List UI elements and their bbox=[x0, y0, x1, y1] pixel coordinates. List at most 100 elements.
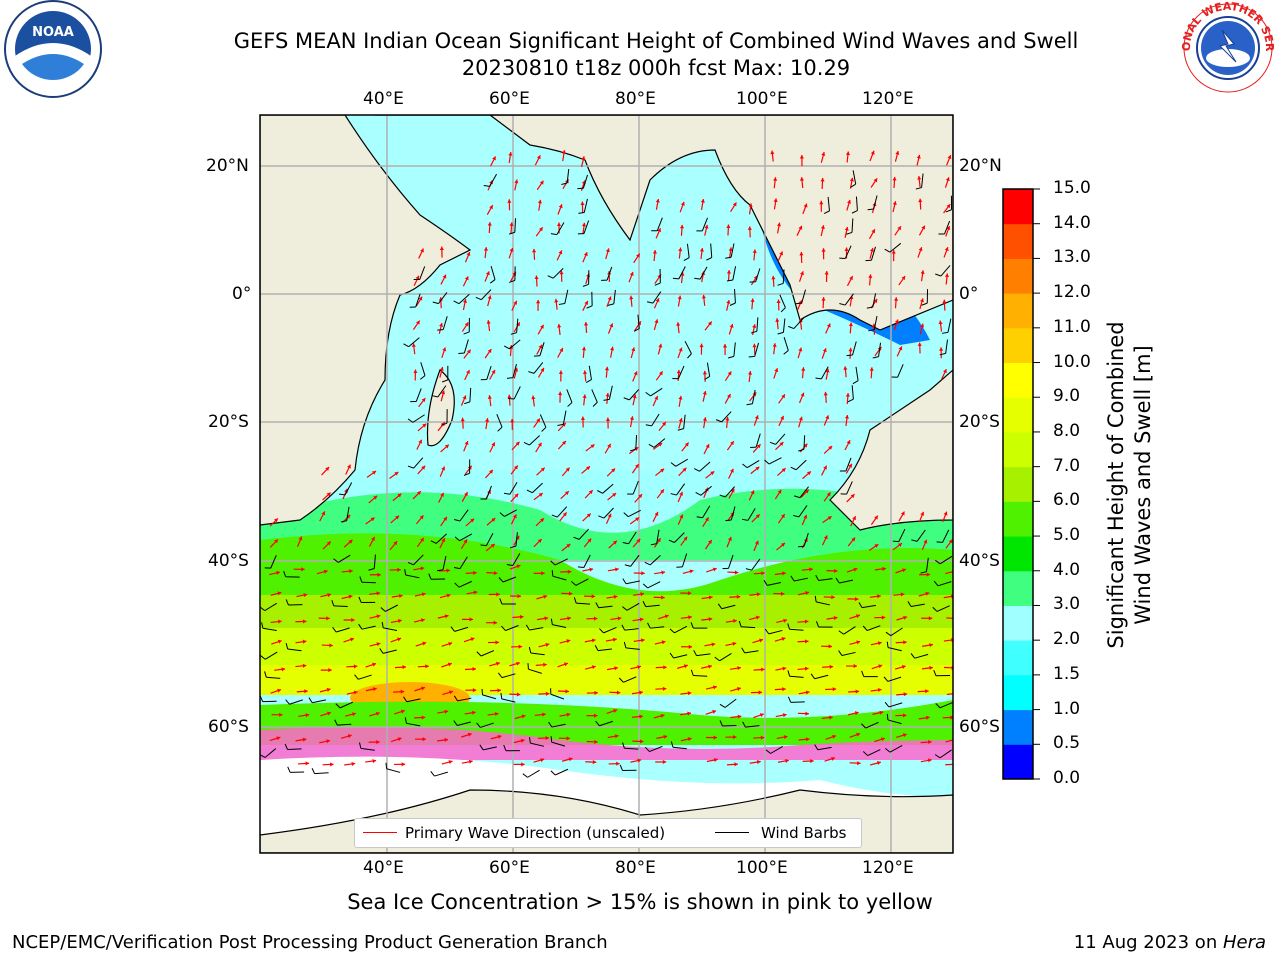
wind-barb-flag bbox=[481, 688, 484, 695]
wave-arrow-head bbox=[799, 251, 804, 256]
wave-arrow-head bbox=[871, 229, 875, 234]
wave-arrow-head bbox=[635, 517, 640, 522]
wave-arrow-head bbox=[687, 737, 692, 742]
wind-barb-flag bbox=[677, 428, 684, 431]
wind-barb bbox=[482, 694, 497, 700]
wave-arrow-head bbox=[394, 471, 399, 476]
wave-arrow-head bbox=[655, 198, 660, 203]
wind-barb-flag bbox=[463, 331, 470, 335]
wave-arrow-head bbox=[402, 665, 406, 670]
wind-barb bbox=[575, 578, 589, 586]
wind-barb bbox=[730, 243, 735, 258]
wave-arrow-head bbox=[853, 663, 858, 669]
noaa-logo: NOAA bbox=[4, 0, 102, 98]
wave-arrow-head bbox=[348, 539, 353, 544]
wave-arrow-head bbox=[351, 761, 356, 766]
wave-arrow-head bbox=[843, 366, 848, 370]
wind-barb-flag bbox=[453, 300, 460, 305]
wave-arrow-head bbox=[926, 572, 931, 577]
wave-arrow-head bbox=[635, 464, 639, 469]
wind-barb bbox=[940, 265, 951, 277]
wave-arrow-head bbox=[277, 639, 282, 644]
wind-barb-flag bbox=[622, 542, 629, 545]
wave-arrow-head bbox=[447, 662, 452, 667]
wave-arrow-head bbox=[581, 156, 586, 161]
wave-arrow-head bbox=[678, 417, 683, 422]
wind-barb-flag bbox=[861, 723, 866, 729]
wave-arrow-head bbox=[652, 250, 657, 254]
wind-barb-flag bbox=[742, 463, 748, 469]
wind-barb bbox=[458, 293, 470, 305]
wave-arrow-head bbox=[584, 300, 589, 305]
wave-arrow-head bbox=[587, 538, 592, 543]
wave-arrow-head bbox=[631, 347, 636, 352]
wind-barb bbox=[509, 481, 518, 495]
wind-barb-flag bbox=[510, 332, 517, 335]
wind-barb-flag bbox=[715, 419, 722, 423]
wind-barb-flag bbox=[453, 720, 458, 726]
wind-barb-flag bbox=[582, 283, 589, 287]
wind-barb bbox=[437, 385, 447, 398]
colorbar-tick-label: 5.0 bbox=[1053, 525, 1081, 546]
wave-arrow-head bbox=[849, 276, 853, 281]
wind-barb-flag bbox=[939, 352, 946, 356]
colorbar-tick-label: 3.0 bbox=[1053, 594, 1081, 615]
wind-barb bbox=[878, 342, 882, 357]
wave-arrow-head bbox=[902, 733, 907, 738]
wave-arrow-head bbox=[611, 468, 616, 473]
wave-arrow-head bbox=[607, 513, 612, 518]
wind-barb-flag bbox=[883, 676, 889, 682]
wave-arrow-head bbox=[727, 393, 731, 398]
colorbar-segment bbox=[1003, 293, 1033, 329]
wind-barb-flag bbox=[503, 345, 510, 350]
wave-arrow-head bbox=[734, 570, 739, 575]
wave-arrow-head bbox=[443, 516, 447, 521]
wind-barb-flag bbox=[690, 622, 694, 629]
wind-barb-flag bbox=[623, 397, 630, 401]
wind-barb-flag bbox=[742, 721, 746, 728]
wind-barb bbox=[412, 414, 425, 423]
wind-barb bbox=[566, 389, 573, 403]
wave-arrow-head bbox=[920, 511, 925, 516]
wind-barb-flag bbox=[541, 426, 547, 432]
wave-arrow-head bbox=[822, 348, 827, 353]
wave-arrow-head bbox=[898, 346, 903, 351]
wave-arrow-head bbox=[326, 492, 331, 497]
wind-barb bbox=[606, 266, 613, 281]
wind-barb bbox=[554, 768, 569, 776]
wind-barb-flag bbox=[763, 580, 768, 586]
wind-barb bbox=[262, 627, 277, 631]
wind-barb-flag bbox=[780, 307, 786, 313]
wind-barb-flag bbox=[500, 692, 503, 699]
wave-arrow-head bbox=[545, 691, 550, 696]
wave-arrow-head bbox=[699, 343, 704, 348]
wave-arrow-head bbox=[880, 737, 885, 742]
wind-barb bbox=[496, 413, 503, 428]
lat-label-left-20s: 20°S bbox=[208, 412, 249, 432]
colorbar-title-line1: Significant Height of Combined bbox=[1104, 321, 1128, 649]
wind-barb-flag bbox=[846, 354, 853, 357]
wave-arrow-head bbox=[774, 368, 779, 373]
wave-arrow-head bbox=[831, 756, 836, 761]
wave-arrow-head bbox=[712, 567, 717, 572]
wind-barb-flag bbox=[719, 494, 726, 498]
wave-arrow bbox=[945, 763, 953, 766]
wind-barb-flag bbox=[850, 183, 856, 188]
wind-barb bbox=[844, 245, 852, 259]
wave-arrow-head bbox=[734, 762, 738, 767]
wave-arrow-head bbox=[854, 597, 859, 602]
wind-barb-flag bbox=[934, 559, 941, 565]
wind-barb-flag bbox=[727, 355, 735, 359]
wind-barb-flag bbox=[738, 620, 742, 627]
wave-arrow-head bbox=[540, 518, 544, 523]
wave-arrow-head bbox=[464, 276, 469, 281]
wind-barb-flag bbox=[586, 305, 593, 309]
wind-barb-flag bbox=[717, 603, 723, 610]
wave-arrow-head bbox=[636, 253, 640, 258]
wind-barb bbox=[502, 576, 517, 583]
wave-arrow-head bbox=[446, 568, 451, 573]
colorbar-frame bbox=[1002, 188, 1034, 780]
wind-barb-flag bbox=[725, 256, 732, 259]
wave-arrow-head bbox=[733, 735, 737, 740]
wave-arrow-head bbox=[582, 370, 588, 375]
